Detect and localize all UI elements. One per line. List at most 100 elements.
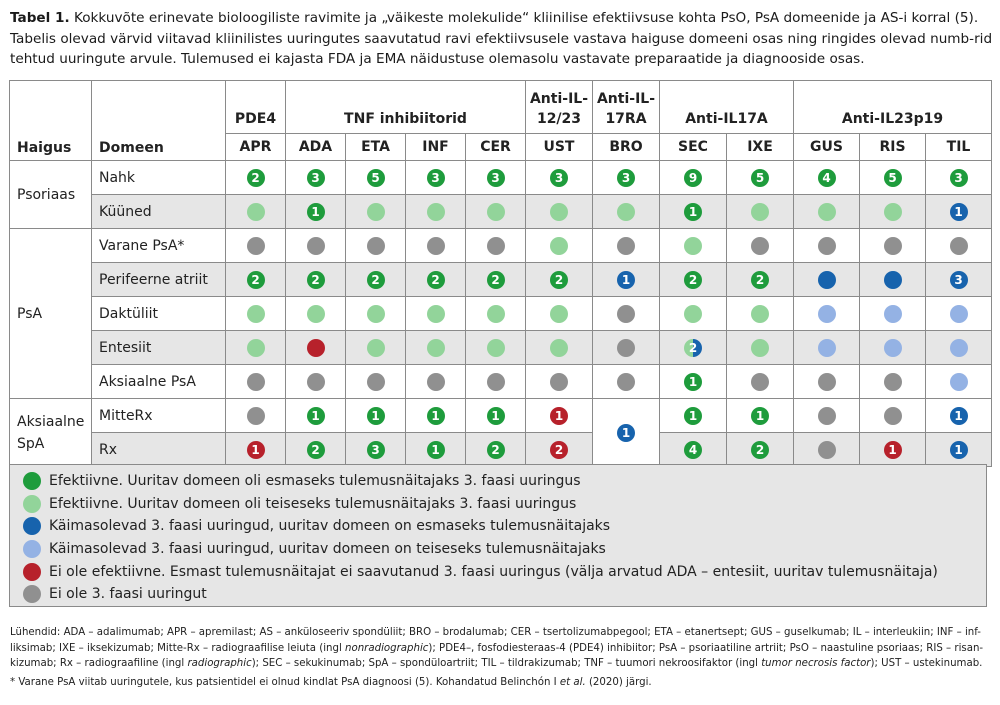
- result-dot: [949, 338, 968, 357]
- result-cell: 5: [726, 160, 794, 195]
- result-dot: 2: [550, 440, 568, 459]
- result-dot: 2: [246, 270, 265, 289]
- result-dot: [366, 372, 385, 391]
- drug-header: RIS: [859, 133, 926, 161]
- drug-header: INF: [405, 133, 466, 161]
- result-cell: [345, 194, 406, 229]
- result-cell: [345, 228, 406, 263]
- table-body: Psoriaas Nahk 2 3 5 3 3 3 3 9 5 4 5 3 Küüned 1 1 1 PsA Vara…: [9, 160, 992, 467]
- result-dot: [817, 202, 836, 221]
- result-dot: [817, 270, 836, 289]
- result-dot: [617, 236, 635, 255]
- result-cell: 9: [659, 160, 727, 195]
- result-cell: [793, 194, 860, 229]
- footnote-text: Lühendid: ADA – adalimumab; APR – apremi…: [10, 627, 981, 654]
- result-cell: 3: [592, 160, 660, 195]
- result-dot: [684, 236, 702, 255]
- group-header-il17ra: Anti-IL-17RA: [592, 80, 660, 134]
- result-dot: 3: [949, 168, 968, 187]
- result-dot: [550, 202, 568, 221]
- result-cell: 2: [225, 262, 286, 297]
- result-dot: 4: [684, 440, 702, 459]
- result-cell: 1: [659, 398, 727, 433]
- col-header-disease: Haigus: [9, 80, 92, 161]
- footnote-italic: radiographic: [187, 658, 252, 669]
- result-dot: 2: [246, 168, 265, 187]
- result-dot: 3: [366, 440, 385, 459]
- result-dot: 1: [306, 406, 325, 425]
- result-dot: [883, 372, 902, 391]
- result-cell: 3: [465, 160, 526, 195]
- result-dot: 1: [426, 440, 445, 459]
- legend-dot-icon: [23, 517, 41, 536]
- result-cell: [225, 364, 286, 399]
- result-cell: [285, 296, 346, 331]
- disease-cell: Psoriaas: [9, 160, 92, 229]
- footnote-text: ); PDE4–, fosfodiesteraas-4 (PDE4) inhib…: [10, 642, 984, 670]
- legend-dot-icon: [23, 540, 41, 559]
- table-row: Psoriaas Nahk 2 3 5 3 3 3 3 9 5 4 5 3: [9, 160, 992, 229]
- result-cell: 1: [405, 432, 466, 467]
- result-cell: [285, 330, 346, 365]
- result-cell: 2: [465, 432, 526, 467]
- table-row: Daktüliit: [10, 296, 992, 331]
- result-dot: [550, 338, 568, 357]
- result-dot: 1: [306, 202, 325, 221]
- result-cell: [659, 228, 727, 263]
- result-cell: 1: [345, 398, 406, 433]
- result-cell: 3: [405, 160, 466, 195]
- result-dot: [617, 202, 635, 221]
- result-dot: [751, 202, 769, 221]
- result-cell: 2: [405, 262, 466, 297]
- group-header-pde4: PDE4: [225, 80, 286, 134]
- result-dot: 5: [366, 168, 385, 187]
- group-header-il1223: Anti-IL-12/23: [525, 80, 593, 134]
- result-dot: 3: [550, 168, 568, 187]
- result-cell: 1: [925, 432, 992, 467]
- result-dot: [426, 236, 445, 255]
- result-dot: [817, 338, 836, 357]
- result-dot: [817, 304, 836, 323]
- table-caption: Tabel 1. Kokkuvõte erinevate bioloogilis…: [10, 8, 995, 70]
- result-cell: 2: [465, 262, 526, 297]
- result-cell: [405, 364, 466, 399]
- drug-header: SEC: [659, 133, 727, 161]
- legend-dot-icon: [23, 494, 41, 513]
- result-cell: [793, 364, 860, 399]
- result-cell: 1: [859, 432, 926, 467]
- result-dot: [486, 236, 505, 255]
- result-cell: 1: [925, 194, 992, 229]
- drug-header: ETA: [345, 133, 406, 161]
- footnote-italic: nonradiographic: [345, 642, 429, 654]
- legend: Efektiivne. Uuritav domeen oli esmaseks …: [9, 464, 987, 607]
- result-dot: [883, 270, 902, 289]
- result-dot: [751, 338, 769, 357]
- result-cell: 2: [726, 432, 794, 467]
- result-dot: 1: [426, 406, 445, 425]
- result-cell: 1: [285, 398, 346, 433]
- result-dot: [883, 304, 902, 323]
- result-cell: [465, 194, 526, 229]
- footnote-italic: et al.: [559, 677, 586, 688]
- legend-text: Ei ole 3. faasi uuringut: [49, 586, 207, 603]
- drug-header: BRO: [592, 133, 660, 161]
- result-dot: 1: [949, 202, 968, 221]
- domain-cell: Entesiit: [91, 330, 226, 365]
- result-dot: 3: [306, 168, 325, 187]
- result-cell: [793, 262, 860, 297]
- result-dot: 1: [366, 406, 385, 425]
- result-cell: [525, 296, 593, 331]
- result-dot: 2: [684, 270, 702, 289]
- result-cell: 5: [859, 160, 926, 195]
- result-dot: [246, 372, 265, 391]
- result-dot: [550, 304, 568, 323]
- result-cell: 1: [726, 398, 794, 433]
- result-dot: [617, 338, 635, 357]
- table-row: Aksiaalne PsA 1: [10, 364, 992, 399]
- result-dot: 3: [486, 168, 505, 187]
- result-dot: [366, 338, 385, 357]
- legend-text: Efektiivne. Uuritav domeen oli esmaseks …: [49, 473, 581, 490]
- result-cell: [726, 296, 794, 331]
- efficacy-table: Haigus Domeen PDE4 TNF inhibiitorid Anti…: [9, 80, 992, 467]
- result-dot: 1: [883, 440, 902, 459]
